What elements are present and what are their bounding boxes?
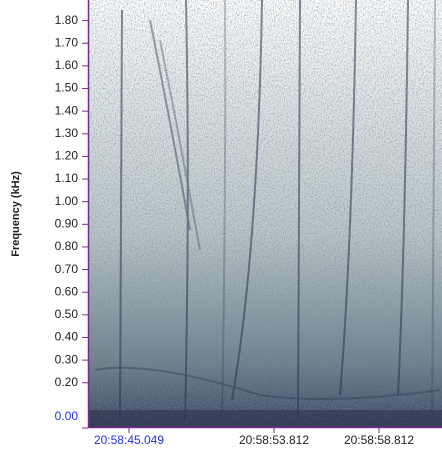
- y-tick-label: 0.90: [55, 216, 79, 230]
- y-tick-label: 1.40: [55, 103, 79, 117]
- y-tick-label: 0.30: [55, 352, 79, 366]
- x-tick-label: 20:58:53.812: [239, 433, 309, 447]
- y-tick-label: 1.30: [55, 126, 79, 140]
- y-tick-label: 0.40: [55, 330, 79, 344]
- y-tick-label: 0.50: [55, 307, 79, 321]
- y-tick-label: 1.80: [55, 13, 79, 27]
- y-tick-label: 1.60: [55, 58, 79, 72]
- y-tick-label: 1.70: [55, 35, 79, 49]
- y-tick-label: 0.00: [55, 409, 79, 423]
- y-axis-title: Frequency (kHz): [10, 171, 22, 257]
- y-tick-label: 1.20: [55, 149, 79, 163]
- y-tick-label: 1.00: [55, 194, 79, 208]
- y-tick-label: 0.60: [55, 284, 79, 298]
- spectrogram-image: [89, 0, 442, 428]
- y-tick-label: 1.10: [55, 171, 79, 185]
- y-tick-label: 1.50: [55, 81, 79, 95]
- x-tick-label: 20:58:45.049: [94, 433, 164, 447]
- x-tick-label: 20:58:58.812: [344, 433, 414, 447]
- y-tick-label: 0.80: [55, 239, 79, 253]
- y-tick-label: 0.20: [55, 375, 79, 389]
- y-tick-label: 0.70: [55, 262, 79, 276]
